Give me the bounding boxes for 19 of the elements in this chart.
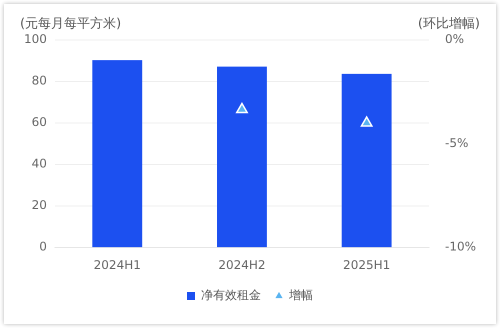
y-tick-label: 100 — [24, 32, 47, 46]
x-tick-label: 2025H1 — [343, 258, 390, 272]
x-tick-label: 2024H1 — [94, 258, 141, 272]
bar — [217, 66, 267, 248]
bar — [92, 60, 142, 248]
y-tick-label: 20 — [32, 198, 47, 212]
y-axis-title: (元每月每平方米) — [20, 15, 122, 32]
y-tick-label: 40 — [32, 156, 47, 171]
bar — [342, 74, 392, 248]
y2-tick-label: -10% — [445, 240, 476, 254]
x-tick-label: 2024H2 — [218, 258, 266, 272]
y2-tick-label: 0% — [445, 32, 464, 46]
legend-label: 净有效租金 — [201, 288, 261, 302]
y2-axis-title: (环比增幅) — [418, 16, 480, 32]
legend-label: 增幅 — [288, 288, 313, 302]
y-tick-label: 60 — [32, 115, 47, 130]
y-tick-label: 80 — [32, 74, 47, 88]
y-tick-label: 0 — [39, 240, 47, 254]
y2-tick-label: -5% — [445, 136, 468, 150]
